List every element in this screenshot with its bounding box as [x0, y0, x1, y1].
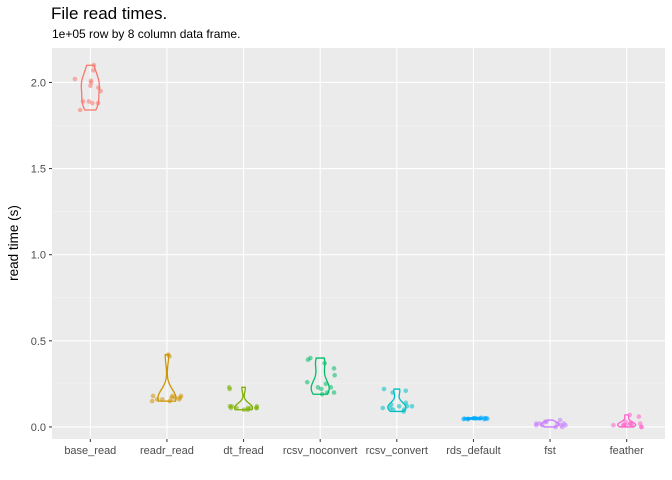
data-point-dt_fread: [234, 405, 239, 411]
x-tick-label: readr_read: [140, 445, 194, 457]
data-point-rcsv_convert: [388, 402, 394, 407]
data-point-fst: [537, 421, 542, 426]
data-point-rcsv_noconvert: [324, 390, 330, 395]
x-tick-label: rcsv_noconvert: [283, 445, 358, 457]
data-point-rds_default: [479, 415, 484, 421]
data-point-readr_read: [167, 398, 173, 404]
data-point-rcsv_convert: [403, 388, 409, 394]
data-point-base_read: [86, 99, 92, 104]
x-tick-label: feather: [610, 445, 645, 457]
data-point-rcsv_noconvert: [328, 385, 334, 390]
data-point-rcsv_noconvert: [315, 385, 321, 390]
data-point-readr_read: [178, 393, 184, 399]
data-point-rcsv_convert: [388, 405, 393, 411]
data-point-rcsv_noconvert: [304, 379, 310, 385]
data-point-base_read: [88, 83, 93, 89]
y-tick-label: 1.0: [31, 250, 46, 262]
data-point-base_read: [90, 68, 96, 73]
data-point-feather: [636, 414, 642, 419]
chart-subtitle: 1e+05 row by 8 column data frame.: [52, 27, 241, 41]
x-tick-label: base_read: [64, 445, 116, 457]
data-point-dt_fread: [254, 403, 260, 409]
data-point-rcsv_noconvert: [323, 381, 329, 387]
x-tick-label: rcsv_convert: [366, 445, 428, 457]
y-tick-label: 2.0: [31, 77, 46, 89]
data-point-dt_fread: [226, 385, 232, 390]
y-tick-label: 0.5: [31, 336, 46, 348]
violin-feather: [617, 414, 637, 428]
data-point-fst: [557, 417, 563, 423]
data-point-rcsv_noconvert: [332, 372, 337, 378]
x-axis: base_read readr_read dt_fread rcsv_noconver…: [64, 439, 644, 457]
data-point-feather: [620, 422, 626, 428]
grid: [52, 48, 665, 439]
y-axis-label: read time (s): [6, 205, 21, 281]
data-point-base_read: [72, 76, 78, 82]
x-tick-label: rds_default: [446, 445, 500, 457]
data-point-readr_read: [160, 397, 165, 402]
data-point-rds_default: [482, 415, 488, 421]
data-point-base_read: [90, 100, 95, 106]
data-point-feather: [623, 419, 628, 425]
violin-readr_read: [157, 353, 177, 402]
data-point-fst: [544, 419, 549, 425]
data-point-dt_fread: [241, 407, 247, 413]
data-point-rcsv_convert: [381, 386, 387, 392]
data-point-fst: [555, 421, 560, 426]
data-point-rcsv_convert: [380, 405, 386, 411]
y-axis: 0.0 0.5 1.0 1.5 2.0: [31, 77, 52, 434]
data-point-fst: [533, 421, 539, 426]
data-point-feather: [637, 421, 643, 426]
data-point-readr_read: [150, 393, 156, 399]
data-point-base_read: [98, 88, 103, 94]
data-point-rds_default: [472, 415, 477, 421]
data-point-feather: [627, 412, 633, 418]
data-point-readr_read: [149, 398, 155, 404]
data-point-rcsv_noconvert: [308, 355, 313, 361]
data-point-rcsv_noconvert: [331, 390, 337, 395]
data-point-base_read: [96, 85, 101, 90]
y-tick-label: 0.0: [31, 422, 46, 434]
data-point-feather: [611, 422, 616, 428]
data-point-rcsv_convert: [409, 403, 415, 409]
x-tick-label: dt_fread: [223, 445, 263, 457]
data-point-base_read: [80, 99, 86, 104]
data-point-base_read: [91, 62, 97, 68]
data-point-rcsv_noconvert: [319, 391, 325, 397]
y-tick-label: 1.5: [31, 164, 46, 176]
data-point-readr_read: [165, 352, 171, 357]
data-point-fst: [561, 421, 567, 426]
violin-rcsv_noconvert: [310, 357, 330, 395]
data-point-base_read: [77, 107, 83, 113]
data-point-base_read: [88, 78, 94, 84]
data-point-rcsv_convert: [396, 403, 402, 409]
violin-base_read: [80, 64, 100, 111]
data-point-rcsv_noconvert: [322, 360, 327, 366]
data-point-rcsv_convert: [403, 400, 409, 406]
data-point-rcsv_convert: [401, 407, 407, 413]
data-point-dt_fread: [245, 405, 251, 411]
data-point-rds_default: [465, 416, 471, 422]
data-point-dt_fread: [229, 403, 234, 409]
data-point-readr_read: [154, 397, 160, 402]
data-point-rcsv_convert: [390, 390, 395, 395]
data-point-feather: [627, 421, 633, 426]
data-point-readr_read: [170, 393, 175, 399]
data-marks: [72, 62, 644, 430]
data-point-fst: [553, 424, 558, 430]
plot-panel: [52, 48, 665, 439]
x-tick-label: fst: [544, 445, 556, 457]
violin-dt_fread: [233, 386, 254, 411]
data-point-rcsv_noconvert: [331, 366, 337, 371]
data-point-base_read: [95, 100, 101, 106]
chart-title: File read times.: [51, 4, 168, 23]
data-point-rds_default: [462, 416, 467, 421]
